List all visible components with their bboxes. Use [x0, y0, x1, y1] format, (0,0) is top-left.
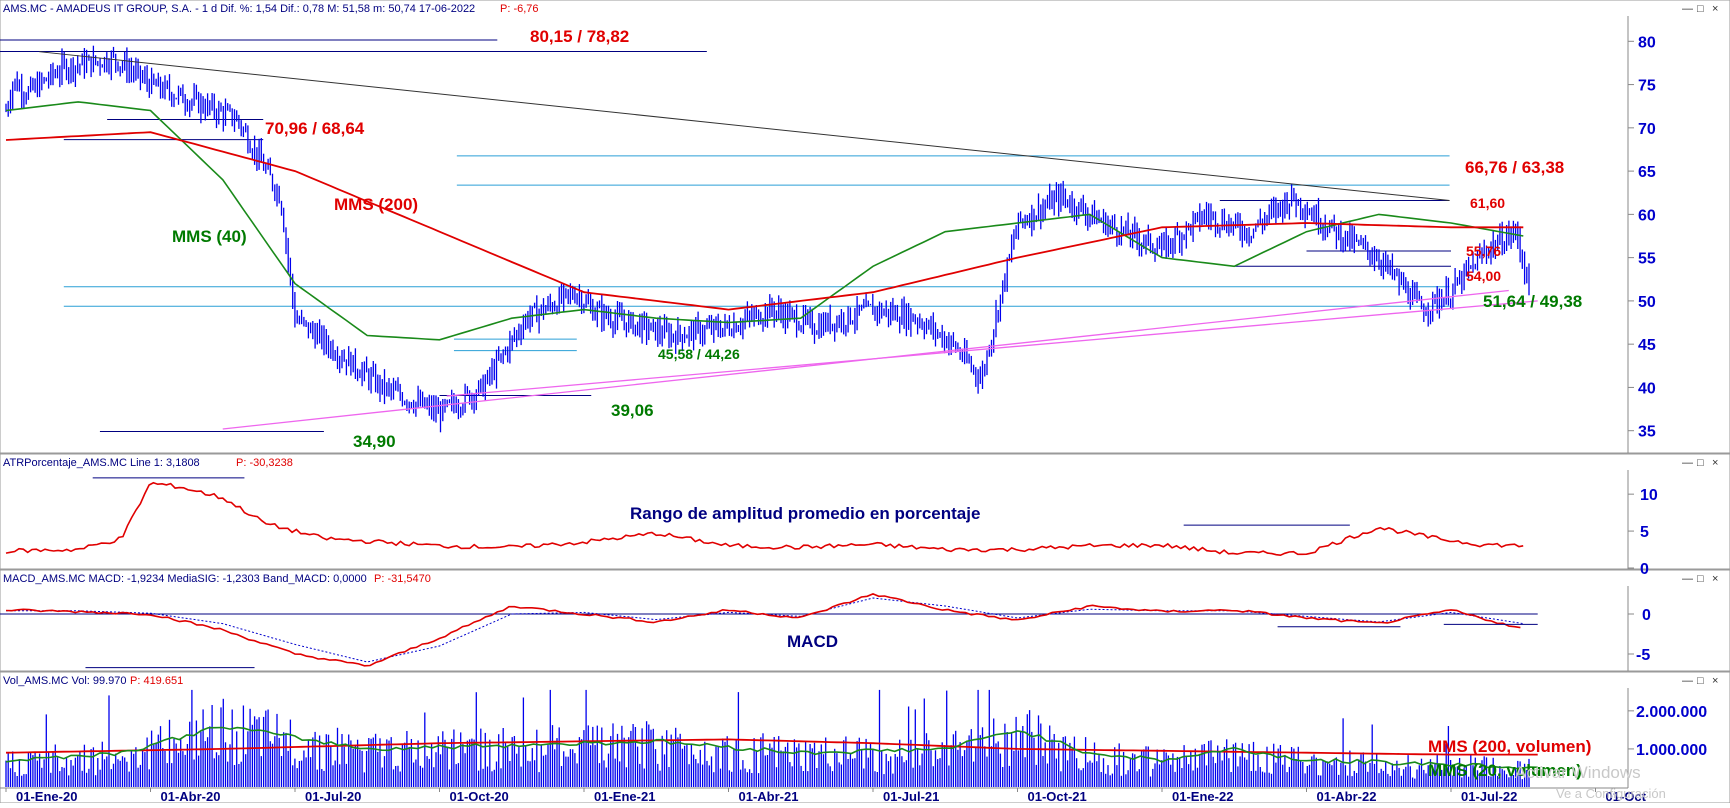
price-axis-tick-label: 55 — [1638, 251, 1656, 268]
annotation-34-90: 34,90 — [353, 432, 396, 451]
price-axis-tick-label: 50 — [1638, 294, 1656, 311]
price-axis-tick-label: 35 — [1638, 424, 1656, 441]
minimize-icon[interactable]: — — [1682, 675, 1693, 687]
annotation-80-15: 80,15 / 78,82 — [530, 27, 629, 46]
volume-axis-tick-label: 1.000.000 — [1636, 742, 1707, 759]
atr-panel-title: Rango de amplitud promedio en porcentaje — [630, 504, 980, 523]
price-axis-tick-label: 70 — [1638, 121, 1656, 138]
volume-mms-200-line — [5, 738, 1538, 756]
x-axis-tick-label: 01-Ene-21 — [594, 789, 655, 803]
volume-mms-20-line — [5, 726, 1538, 770]
minimize-icon[interactable]: — — [1682, 457, 1693, 469]
price-axis-tick-label: 40 — [1638, 380, 1656, 397]
x-axis-tick-label: 01-Ene-22 — [1172, 789, 1233, 803]
x-axis-tick-label: 01-Jul-22 — [1461, 789, 1517, 803]
volume-panel-window-buttons[interactable]: — □ × — [1682, 675, 1718, 687]
macd-axis-tick-label: -5 — [1636, 647, 1650, 664]
annotation-54-00: 54,00 — [1466, 268, 1501, 284]
maximize-icon[interactable]: □ — [1697, 675, 1704, 687]
atr-panel-header: ATRPorcentaje_AMS.MC Line 1: 3,1808 — [3, 457, 200, 469]
support-trendline — [446, 300, 1538, 397]
maximize-icon[interactable]: □ — [1697, 457, 1704, 469]
x-axis-tick-label: 01-Abr-20 — [161, 789, 221, 803]
macd-layer — [0, 593, 1538, 669]
annotation-39-06: 39,06 — [611, 401, 654, 420]
annotation-61-60: 61,60 — [1470, 195, 1505, 211]
label-mms-200: MMS (200) — [334, 195, 418, 214]
atr-axis-tick-label: 10 — [1640, 487, 1658, 504]
x-axis-tick-label: 01-Abr-21 — [739, 789, 799, 803]
minimize-icon[interactable]: — — [1682, 3, 1693, 15]
mms-40-line — [5, 101, 1524, 341]
price-axis-tick-label: 45 — [1638, 337, 1656, 354]
x-axis-tick-label: 01-Oct-21 — [1028, 789, 1087, 803]
price-axis-tick-label: 60 — [1638, 207, 1656, 224]
macd-panel-header-p: P: -31,5470 — [374, 573, 431, 585]
atr-panel-window-buttons[interactable]: — □ × — [1682, 457, 1718, 469]
x-axis-tick-label: 01-Jul-20 — [305, 789, 361, 803]
atr-line — [5, 481, 1524, 557]
price-axis-tick-label: 65 — [1638, 164, 1656, 181]
annotation-70-96: 70,96 / 68,64 — [265, 119, 365, 138]
close-icon[interactable]: × — [1712, 675, 1718, 687]
atr-axis-tick-label: 5 — [1640, 524, 1649, 541]
annotation-66-76: 66,76 / 63,38 — [1465, 158, 1564, 177]
minimize-icon[interactable]: — — [1682, 573, 1693, 585]
atr-panel-header-p: P: -30,3238 — [236, 457, 293, 469]
macd-panel-title: MACD — [787, 632, 838, 651]
maximize-icon[interactable]: □ — [1697, 573, 1704, 585]
atr-axis-tick-label: 0 — [1640, 561, 1649, 578]
price-axis-tick-label: 75 — [1638, 78, 1656, 95]
annotation-55-76: 55,76 — [1466, 243, 1501, 259]
volume-panel-header: Vol_AMS.MC Vol: 99.970 — [3, 675, 127, 687]
mms-200-line — [5, 131, 1524, 311]
atr-layer — [5, 477, 1524, 557]
windows-watermark-sub: Ve a Configuración — [1556, 786, 1666, 801]
annotation-45-58: 45,58 / 44,26 — [658, 346, 740, 362]
x-axis-tick-label: 01-Oct-20 — [450, 789, 509, 803]
price-panel-header-p: P: -6,76 — [500, 3, 539, 15]
macd-panel-header: MACD_AMS.MC MACD: -1,9234 MediaSIG: -1,2… — [3, 573, 367, 585]
close-icon[interactable]: × — [1712, 573, 1718, 585]
price-axis-tick-label: 80 — [1638, 34, 1656, 51]
axes-layer: 8075706560555045403510500-52.000.0001.00… — [5, 34, 1707, 804]
maximize-icon[interactable]: □ — [1697, 3, 1704, 15]
macd-panel-window-buttons[interactable]: — □ × — [1682, 573, 1718, 585]
price-panel-window-buttons[interactable]: — □ × — [1682, 3, 1718, 15]
label-mms-200-volumen: MMS (200, volumen) — [1428, 737, 1591, 756]
windows-watermark: Activar Windows — [1515, 763, 1641, 782]
macd-line — [5, 593, 1521, 667]
price-bars-layer — [5, 45, 1530, 433]
macd-axis-tick-label: 0 — [1642, 607, 1651, 624]
price-panel-header: AMS.MC - AMADEUS IT GROUP, S.A. - 1 d Di… — [3, 3, 475, 15]
price-lines-layer — [5, 51, 1538, 430]
close-icon[interactable]: × — [1712, 3, 1718, 15]
label-mms-40: MMS (40) — [172, 227, 247, 246]
x-axis-tick-label: 01-Jul-21 — [883, 789, 939, 803]
label-mms-20-volumen: MMS (20, volumen) — [1428, 761, 1582, 780]
resistance-trendline — [39, 51, 1450, 202]
x-axis-tick-label: 01-Abr-22 — [1317, 789, 1377, 803]
volume-panel-header-p: P: 419.651 — [130, 675, 183, 687]
annotation-51-64: 51,64 / 49,38 — [1483, 292, 1582, 311]
x-axis-tick-label: 01-Ene-20 — [16, 789, 77, 803]
close-icon[interactable]: × — [1712, 457, 1718, 469]
volume-axis-tick-label: 2.000.000 — [1636, 704, 1707, 721]
x-axis-tick-label: 01-Oct — [1606, 789, 1647, 803]
volume-layer — [5, 689, 1538, 787]
